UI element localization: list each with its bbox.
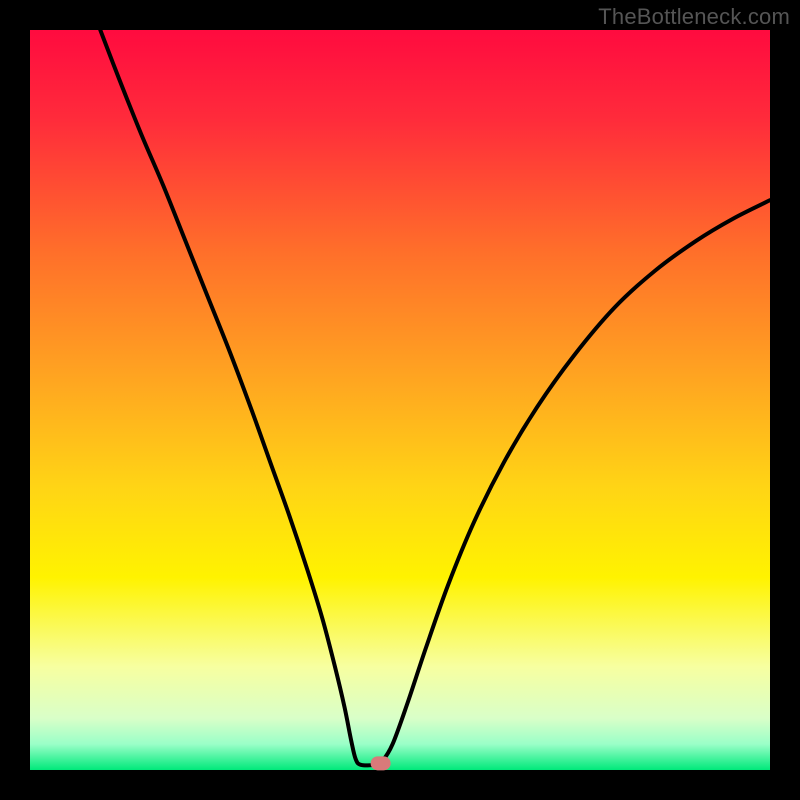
bottleneck-curve: [30, 30, 770, 770]
watermark-text: TheBottleneck.com: [598, 4, 790, 30]
plot-area: [30, 30, 770, 770]
minimum-marker: [370, 757, 391, 770]
chart-frame: TheBottleneck.com: [0, 0, 800, 800]
